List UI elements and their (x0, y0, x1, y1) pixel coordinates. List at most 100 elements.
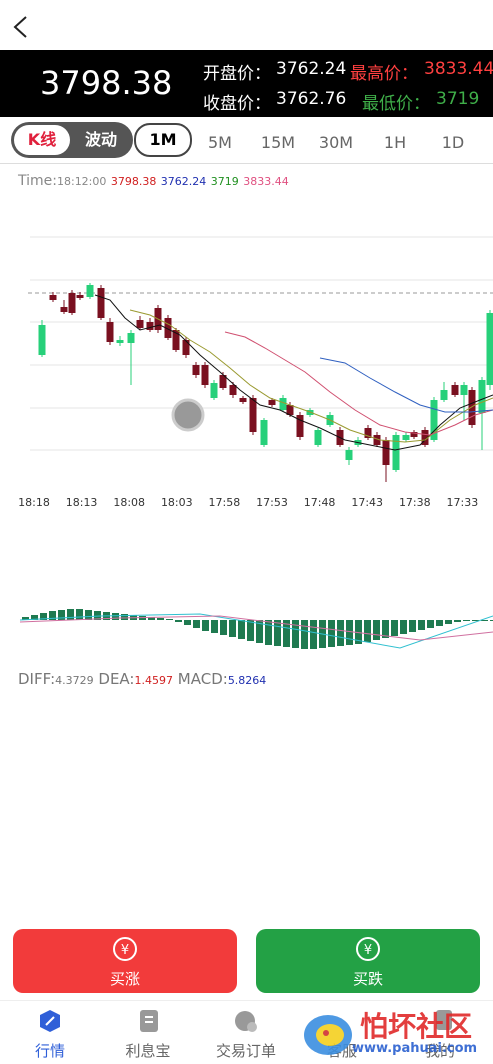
nav-icon (436, 1010, 452, 1030)
info-value: 3762.24 (160, 175, 207, 188)
macd-bar (148, 617, 155, 620)
macd-label: MACD: (177, 670, 228, 688)
time-label: 18:18 (18, 496, 50, 509)
ma-line (129, 309, 493, 443)
candle-body (286, 405, 294, 415)
macd-bar (472, 620, 479, 621)
candle-body (97, 288, 105, 318)
candle-body (68, 293, 76, 313)
macd-bar (481, 620, 488, 621)
macd-bar (256, 620, 263, 643)
candle-body (382, 440, 390, 465)
time-label: Time: (18, 173, 57, 189)
watermark-title: 怕坏社区 (360, 1010, 473, 1043)
candle-body (314, 430, 322, 445)
time-value: 18:12:00 (56, 175, 107, 188)
macd-value: 5.8264 (227, 674, 267, 687)
macd-bar (274, 620, 281, 646)
info-value: 3719 (210, 175, 239, 188)
macd-bar (301, 620, 308, 649)
mode-tab[interactable]: 波动 (84, 130, 117, 149)
button-label: 买涨 (109, 970, 140, 988)
back-button[interactable] (0, 0, 40, 50)
macd-bar (67, 609, 74, 620)
nav-icon (235, 1011, 257, 1032)
kline-chart: 18:18 18:13 18:08 18:03 17:58 17:53 17:48 17:43… (18, 236, 493, 649)
watermark: 怕坏社区 www.pahuai.com (300, 1005, 490, 1060)
macd-bar (373, 620, 380, 640)
macd-bar (265, 620, 272, 645)
period-tab[interactable]: 1M (134, 123, 192, 157)
back-icon (13, 16, 27, 38)
mode-switch: K线 波动 (11, 122, 133, 158)
macd-bar (337, 620, 344, 646)
macd-line (19, 613, 493, 649)
mode-tab[interactable]: K线 (14, 125, 70, 155)
macd-bar (22, 617, 29, 620)
macd-line (19, 615, 493, 641)
candle-body (373, 435, 381, 445)
dea-label: DEA: (98, 670, 135, 688)
macd-bar (49, 611, 56, 620)
watermark-logo (304, 1015, 352, 1055)
macd-bar (211, 620, 218, 633)
low-value: 3719 (436, 89, 480, 109)
macd-bar (202, 620, 209, 631)
period-tab[interactable]: 1D (441, 133, 465, 152)
candle-body (239, 398, 247, 402)
quote-header: 3798.38 开盘价： 3762.24 最高价： 3833.44 收盘价： 3… (0, 50, 493, 117)
macd-bar (94, 611, 101, 620)
candle-body (76, 295, 84, 298)
macd-bar (166, 619, 173, 620)
nav-item[interactable]: 我的 (424, 1042, 455, 1060)
nav-icon (40, 1010, 60, 1032)
period-tab[interactable]: 30M (318, 133, 354, 152)
macd-bar (355, 620, 362, 644)
close-value: 3762.76 (276, 89, 347, 109)
macd-bar (328, 620, 335, 647)
low-label: 最低价： (362, 94, 430, 114)
time-label: 17:38 (399, 496, 431, 509)
svg-text:¥: ¥ (364, 943, 372, 958)
time-label: 17:43 (351, 496, 383, 509)
macd-bar (346, 620, 353, 645)
ma-line (94, 294, 493, 451)
buy-down-button[interactable]: ¥ 买跌 (256, 929, 480, 993)
candle-body (219, 375, 227, 388)
candle-body (182, 340, 190, 355)
candle-body (201, 365, 209, 385)
macd-bar (121, 614, 128, 620)
nav-icon (140, 1010, 158, 1032)
macd-bar (220, 620, 227, 635)
ma-line (319, 357, 493, 413)
candle-body (146, 322, 154, 330)
candle-body (440, 390, 448, 400)
candle-body (345, 450, 353, 460)
nav-item[interactable]: 利息宝 (125, 1042, 171, 1060)
nav-item[interactable]: 交易订单 (215, 1042, 276, 1060)
candle-body (164, 318, 172, 338)
candle-body (60, 307, 68, 312)
nav-item[interactable]: 行情 (34, 1042, 65, 1060)
candle-body (172, 330, 180, 350)
macd-bar (490, 620, 493, 621)
macd-bar (427, 620, 434, 628)
time-label: 17:58 (209, 496, 241, 509)
candle-body (127, 333, 135, 343)
period-tab[interactable]: 1H (383, 133, 407, 152)
macd-bar (283, 620, 290, 647)
candle-body (136, 320, 144, 328)
divider (0, 1000, 493, 1001)
candle-body (279, 398, 287, 410)
time-label: 18:13 (66, 496, 98, 509)
yuan-icon: ¥ (356, 937, 380, 961)
close-label: 收盘价： (203, 94, 271, 114)
candle-body (402, 435, 410, 440)
candle-body (451, 385, 459, 395)
buy-up-button[interactable]: ¥ 买涨 (13, 929, 237, 993)
period-tab[interactable]: 15M (260, 133, 296, 152)
macd-bar (58, 610, 65, 620)
period-tab[interactable]: 5M (208, 133, 232, 152)
candle-body (478, 380, 486, 413)
